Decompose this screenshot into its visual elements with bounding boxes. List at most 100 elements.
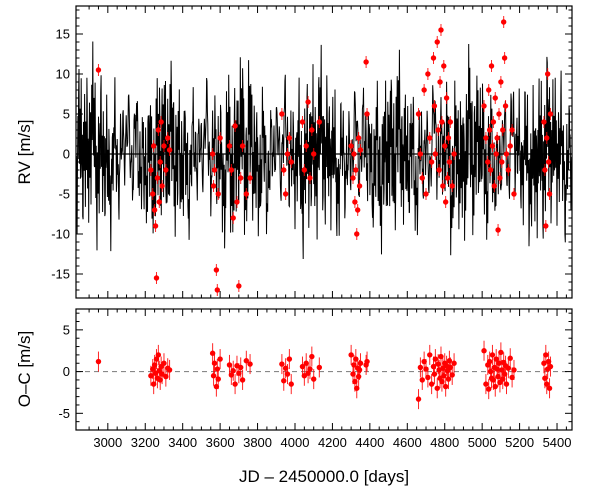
- data-point: [238, 175, 244, 181]
- data-point: [286, 356, 293, 362]
- data-point: [445, 135, 452, 141]
- data-point: [500, 19, 507, 25]
- x-axis-title: JD – 2450000.0 [days]: [239, 467, 409, 486]
- data-point: [243, 358, 250, 364]
- data-point: [247, 175, 253, 181]
- data-point: [542, 167, 548, 173]
- data-point: [427, 352, 433, 358]
- data-point: [503, 151, 510, 157]
- data-point: [494, 135, 500, 141]
- data-point: [217, 356, 223, 362]
- y-tick-label: -15: [51, 267, 70, 282]
- data-point: [316, 119, 323, 125]
- data-point: [493, 151, 499, 157]
- rv-frame: [75, 5, 573, 299]
- data-point: [483, 135, 489, 141]
- data-point: [427, 135, 433, 141]
- data-point: [437, 79, 443, 85]
- data-point: [239, 143, 246, 149]
- data-point: [430, 55, 437, 61]
- data-point: [163, 373, 169, 380]
- data-point: [155, 127, 162, 133]
- data-point: [353, 356, 359, 362]
- data-point: [421, 87, 427, 93]
- data-point: [501, 55, 508, 61]
- x-tick-label: 3200: [131, 435, 160, 450]
- y-tick-label: 5: [63, 322, 70, 337]
- residual-data-points: [95, 340, 554, 410]
- x-tick-label: 4600: [393, 435, 422, 450]
- data-point: [282, 365, 289, 371]
- data-point: [546, 385, 553, 391]
- data-point: [447, 119, 454, 125]
- data-point: [543, 352, 549, 358]
- y-tick-label: 5: [63, 107, 70, 122]
- data-point: [417, 151, 424, 157]
- x-tick-label: 5000: [468, 435, 497, 450]
- rv-panel: -15 -10 -5 0 5 10 15 RV [m/s]: [15, 5, 573, 299]
- data-point: [307, 175, 313, 181]
- data-point: [213, 383, 220, 390]
- data-point: [431, 103, 438, 109]
- data-point: [157, 377, 163, 383]
- data-point: [215, 376, 221, 382]
- data-point: [284, 151, 291, 157]
- data-point: [431, 371, 438, 377]
- data-point: [226, 143, 233, 149]
- x-tick-label: 4000: [281, 435, 310, 450]
- data-point: [440, 183, 446, 189]
- data-point: [449, 372, 455, 378]
- residual-y-axis-title: O–C [m/s]: [15, 331, 34, 408]
- data-point: [542, 375, 548, 381]
- data-point: [481, 348, 487, 354]
- x-tick-label: 3800: [243, 435, 272, 450]
- data-point: [236, 370, 242, 376]
- x-tick-label: 5200: [505, 435, 534, 450]
- data-point: [217, 135, 223, 141]
- data-point: [158, 119, 164, 125]
- data-point: [547, 363, 554, 370]
- data-point: [485, 159, 491, 165]
- data-point: [214, 287, 221, 293]
- data-point: [236, 283, 242, 289]
- data-point: [511, 367, 517, 373]
- data-point: [161, 360, 167, 366]
- rv-axes: -15 -10 -5 0 5 10 15: [51, 5, 573, 299]
- data-point: [301, 167, 308, 173]
- data-point: [159, 183, 165, 189]
- data-point: [415, 111, 422, 117]
- data-point: [247, 361, 253, 367]
- data-point: [150, 143, 157, 149]
- data-point: [238, 364, 244, 371]
- x-tick-label: 4200: [318, 435, 347, 450]
- data-point: [309, 127, 315, 133]
- data-point: [215, 191, 221, 197]
- data-point: [311, 151, 317, 157]
- data-point: [305, 99, 311, 105]
- data-point: [210, 373, 217, 379]
- data-point: [228, 167, 235, 173]
- data-point: [505, 167, 512, 173]
- data-point: [166, 147, 173, 153]
- data-point: [434, 385, 440, 391]
- x-tick-label: 5400: [543, 435, 572, 450]
- data-point: [150, 366, 156, 372]
- data-point: [544, 71, 551, 77]
- data-point: [487, 167, 494, 173]
- data-point: [355, 135, 362, 141]
- data-point: [511, 191, 517, 197]
- data-point: [156, 199, 162, 205]
- data-point: [438, 353, 444, 360]
- data-point: [213, 267, 220, 273]
- data-point: [507, 143, 513, 149]
- data-point: [230, 368, 236, 374]
- data-point: [357, 147, 364, 153]
- y-tick-label: 0: [63, 364, 70, 379]
- data-point: [364, 358, 370, 365]
- data-point: [541, 360, 547, 366]
- x-tick-label: 4400: [355, 435, 384, 450]
- data-point: [228, 372, 235, 378]
- data-point: [438, 27, 444, 33]
- data-point: [444, 175, 451, 181]
- x-tick-label: 3000: [93, 435, 122, 450]
